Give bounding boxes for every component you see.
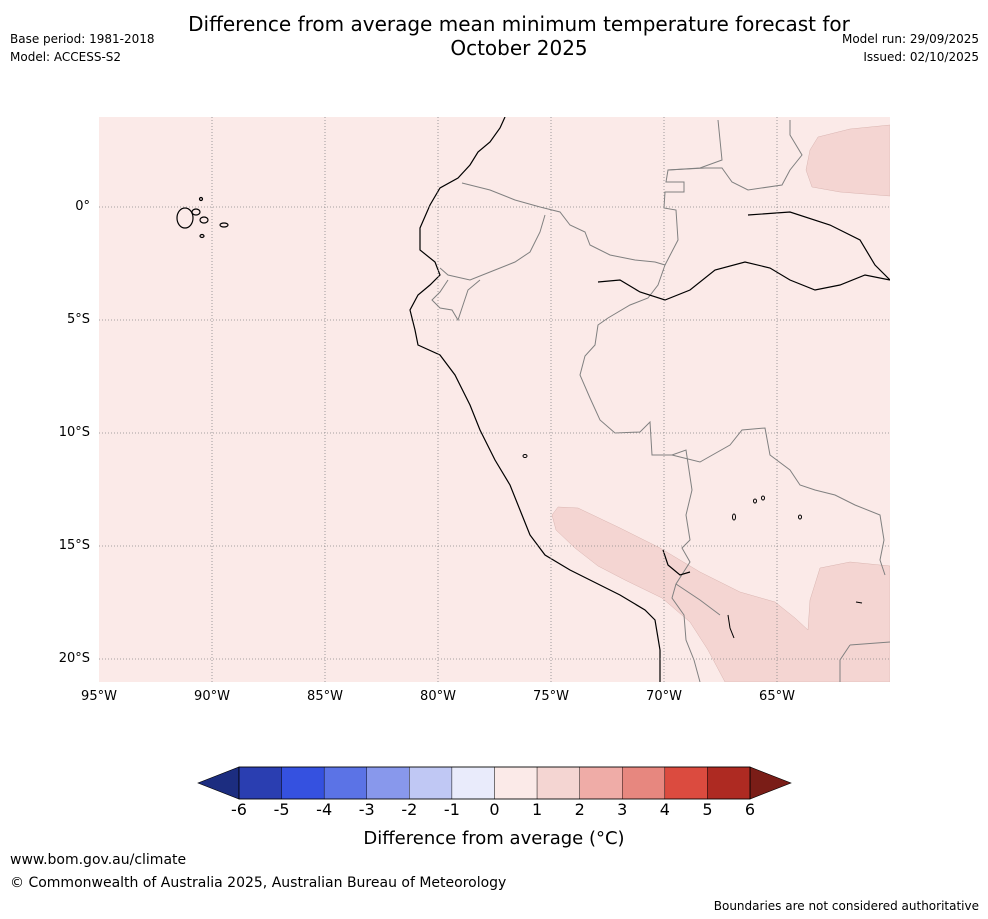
colorbar-swatch (707, 766, 751, 800)
chart-title: Difference from average mean minimum tem… (144, 12, 894, 60)
lat-label: 15°S (58, 538, 90, 553)
meta-right: Model run: 29/09/2025 Issued: 02/10/2025 (842, 30, 979, 66)
coastline (409, 117, 890, 682)
lon-label: 85°W (307, 689, 343, 704)
colorbar-tick-label: -1 (443, 800, 460, 819)
lon-label: 80°W (420, 689, 456, 704)
title-line-2: October 2025 (450, 36, 588, 60)
colorbar-swatch (494, 766, 538, 800)
lon-label: 70°W (646, 689, 682, 704)
lat-label: 10°S (58, 425, 90, 440)
colorbar-swatch (281, 766, 325, 800)
colorbar-under-arrow (197, 766, 240, 800)
colorbar-label: Difference from average (°C) (363, 828, 625, 849)
colorbar-tick-label: -6 (231, 800, 247, 819)
country-borders (431, 119, 890, 682)
colorbar (197, 766, 792, 800)
colorbar-tick-label: 2 (574, 800, 585, 819)
lat-label: 20°S (58, 651, 90, 666)
lakes (522, 454, 863, 639)
lat-label: 0° (75, 199, 90, 214)
anomaly-region-south (551, 506, 890, 682)
colorbar-over-arrow (749, 766, 792, 800)
colorbar-tick-label: 0 (489, 800, 500, 819)
colorbar-swatch (664, 766, 708, 800)
colorbar-swatch (536, 766, 580, 800)
anomaly-region-northeast (805, 124, 890, 197)
title-line-1: Difference from average mean minimum tem… (188, 12, 850, 36)
colorbar-swatch (366, 766, 410, 800)
model-name: Model: ACCESS-S2 (10, 50, 122, 64)
colorbar-tick-label: -2 (401, 800, 418, 819)
colorbar-swatch (323, 766, 367, 800)
colorbar-tick-label: 3 (617, 800, 628, 819)
colorbar-frame (238, 766, 751, 800)
lon-label: 65°W (759, 689, 795, 704)
map-background (99, 117, 890, 682)
colorbar-swatch (238, 766, 282, 800)
base-period: Base period: 1981-2018 (10, 32, 155, 46)
lon-label: 95°W (81, 689, 117, 704)
colorbar-tick-label: -5 (273, 800, 290, 819)
colorbar-swatch (622, 766, 666, 800)
colorbar-tick-label: 6 (744, 800, 756, 819)
colorbar-swatch (451, 766, 495, 800)
galapagos-islands (176, 196, 229, 239)
colorbar-tick-label: -3 (358, 800, 375, 819)
colorbar-swatch (579, 766, 623, 800)
gridlines (99, 117, 890, 682)
meta-left: Base period: 1981-2018 Model: ACCESS-S2 (10, 30, 155, 66)
colorbar-tick-label: 4 (659, 800, 670, 819)
colorbar-tick-label: 5 (702, 800, 713, 819)
colorbar-swatch (409, 766, 453, 800)
disclaimer: Boundaries are not considered authoritat… (713, 899, 979, 913)
website-url: www.bom.gov.au/climate (10, 852, 187, 868)
lon-label: 90°W (194, 689, 230, 704)
lon-label: 75°W (533, 689, 569, 704)
colorbar-tick-label: -4 (316, 800, 333, 819)
lat-label: 5°S (66, 312, 90, 327)
issued-date: Issued: 02/10/2025 (863, 50, 979, 64)
model-run: Model run: 29/09/2025 (841, 32, 979, 46)
copyright: © Commonwealth of Australia 2025, Austra… (10, 875, 507, 891)
colorbar-tick-label: 1 (531, 800, 543, 819)
